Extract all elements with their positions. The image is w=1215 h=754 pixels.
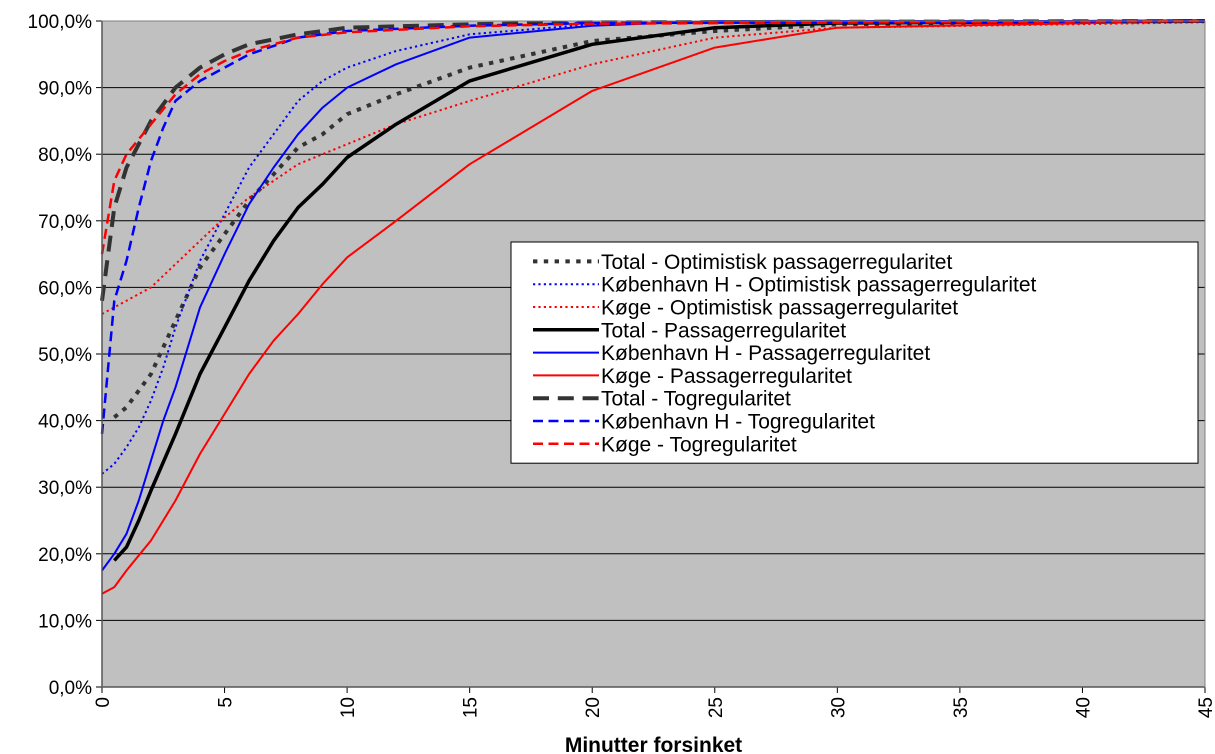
x-tick-label: 35 xyxy=(951,697,972,718)
legend-label: Total - Optimistisk passagerregularitet xyxy=(601,251,952,274)
legend-label: København H - Togregularitet xyxy=(601,411,875,434)
legend-label: Køge - Passagerregularitet xyxy=(601,365,852,388)
x-axis-title: Minutter forsinket xyxy=(565,734,742,754)
x-tick-label: 45 xyxy=(1196,697,1215,718)
y-tick-label: 80,0% xyxy=(38,145,92,166)
x-tick-label: 10 xyxy=(338,697,359,718)
legend-label: Køge - Togregularitet xyxy=(601,433,797,456)
y-tick-label: 40,0% xyxy=(38,412,92,433)
legend-label: Total - Passagerregularitet xyxy=(601,319,846,342)
x-tick-label: 40 xyxy=(1073,697,1094,718)
x-tick-label: 30 xyxy=(828,697,849,718)
y-tick-label: 30,0% xyxy=(38,478,92,499)
y-tick-label: 90,0% xyxy=(38,79,92,100)
y-tick-label: 60,0% xyxy=(38,278,92,299)
legend-label: København H - Optimistisk passagerregula… xyxy=(601,274,1037,297)
y-tick-label: 50,0% xyxy=(38,345,92,366)
y-tick-label: 20,0% xyxy=(38,545,92,566)
x-tick-label: 15 xyxy=(461,697,482,718)
y-tick-label: 70,0% xyxy=(38,212,92,233)
legend-label: Total - Togregularitet xyxy=(601,388,791,411)
y-tick-label: 0,0% xyxy=(49,678,92,699)
legend-label: Køge - Optimistisk passagerregularitet xyxy=(601,297,958,320)
x-tick-label: 25 xyxy=(706,697,727,718)
legend: Total - Optimistisk passagerregularitetK… xyxy=(511,242,1198,463)
x-tick-labels: 0 5 10 15 20 25 30 35 40 45 xyxy=(93,697,1215,718)
x-tick-label: 5 xyxy=(216,697,237,708)
legend-label: København H - Passagerregularitet xyxy=(601,342,930,365)
y-tick-labels: 0,0% 10,0% 20,0% 30,0% 40,0% 50,0% 60,0% 70,0% 8… xyxy=(28,12,93,699)
x-tick-label: 20 xyxy=(583,697,604,718)
x-tick-label: 0 xyxy=(93,697,114,708)
y-tick-label: 100,0% xyxy=(28,12,93,33)
y-tick-label: 10,0% xyxy=(38,611,92,632)
